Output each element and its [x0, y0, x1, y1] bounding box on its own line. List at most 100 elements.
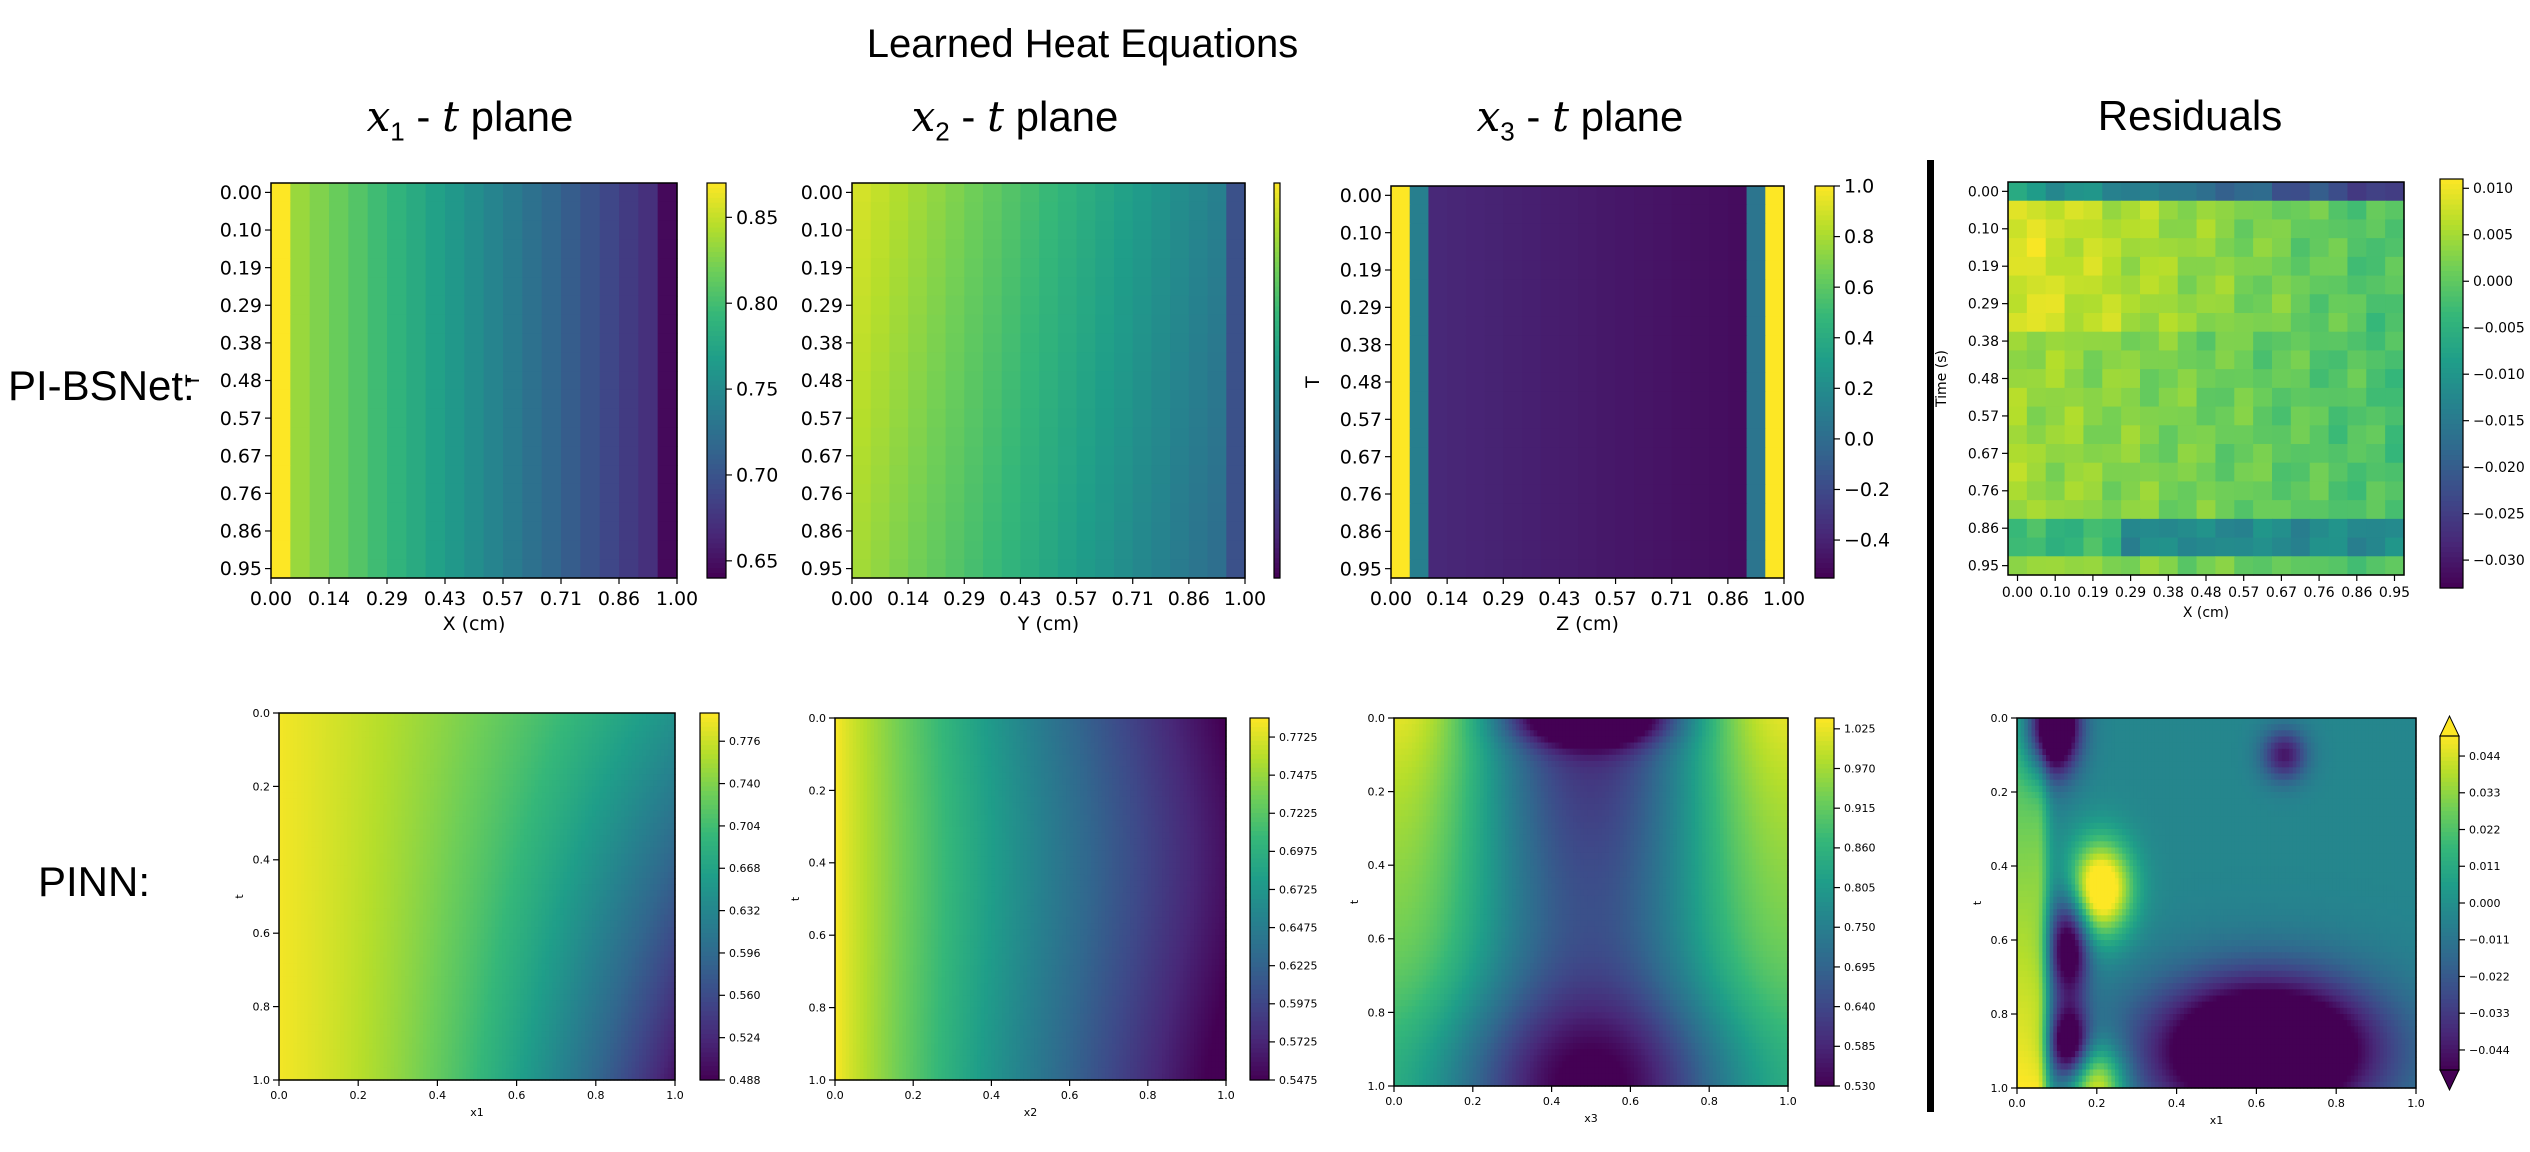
heatmap-cell	[520, 713, 524, 720]
heatmap-cell	[394, 756, 398, 763]
heatmap-cell	[1634, 317, 1653, 336]
colorbar-step	[707, 287, 726, 293]
heatmap-cell	[632, 768, 636, 775]
heatmap-cell	[513, 768, 517, 775]
heatmap-cell	[481, 750, 485, 757]
heatmap-cell	[488, 713, 492, 720]
heatmap-cell	[1077, 333, 1096, 352]
heatmap-cell	[2027, 481, 2046, 500]
heatmap-cell	[441, 823, 445, 830]
heatmap-cell	[610, 817, 614, 824]
heatmap-cell	[513, 713, 517, 720]
heatmap-cell	[632, 750, 636, 757]
heatmap-cell	[1170, 465, 1189, 484]
heatmap-cell	[344, 780, 348, 787]
heatmap-cell	[401, 780, 405, 787]
heatmap-cell	[509, 841, 513, 848]
heatmap-cell	[1765, 279, 1784, 298]
heatmap-cell	[290, 202, 310, 221]
heatmap-cell	[380, 750, 384, 757]
heatmap-cell	[574, 737, 578, 744]
colorbar-step	[2440, 327, 2463, 333]
heatmap-cell	[283, 799, 287, 806]
heatmap-cell	[373, 719, 377, 726]
heatmap-cell	[581, 805, 585, 812]
heatmap-cell	[315, 829, 319, 836]
heatmap-cell	[561, 559, 581, 578]
heatmap-cell	[1503, 335, 1522, 354]
heatmap-cell	[513, 854, 517, 861]
heatmap-cell	[290, 774, 294, 781]
heatmap-cell	[580, 277, 600, 296]
heatmap-cell	[481, 744, 485, 751]
heatmap-cell	[589, 823, 593, 830]
heatmap-cell	[365, 811, 369, 818]
heatmap-cell	[2272, 425, 2291, 444]
heatmap-cell	[553, 829, 557, 836]
heatmap-cell	[484, 484, 504, 503]
heatmap-cell	[1522, 186, 1541, 205]
heatmap-cell	[2329, 257, 2348, 276]
heatmap-cell	[2046, 519, 2065, 538]
heatmap-cell	[2347, 538, 2366, 557]
heatmap-cell	[610, 750, 614, 757]
heatmap-cell	[553, 768, 557, 775]
heatmap-cell	[946, 522, 965, 541]
heatmap-cell	[592, 799, 596, 806]
heatmap-cell	[517, 737, 521, 744]
heatmap-cell	[578, 737, 582, 744]
heatmap-cell	[946, 371, 965, 390]
heatmap-cell	[1447, 186, 1466, 205]
heatmap-cell	[1765, 205, 1784, 224]
heatmap-cell	[391, 799, 395, 806]
heatmap-cell	[506, 731, 510, 738]
heatmap-cell	[653, 744, 657, 751]
heatmap-cell	[617, 841, 621, 848]
heatmap-cell	[387, 731, 391, 738]
heatmap-cell	[448, 799, 452, 806]
heatmap-cell	[351, 817, 355, 824]
heatmap-cell	[2140, 313, 2159, 332]
heatmap-cell	[1653, 261, 1672, 280]
colorbar-step	[707, 430, 726, 436]
heatmap-cell	[376, 762, 380, 769]
heatmap-cell	[596, 780, 600, 787]
heatmap-cell	[426, 465, 446, 484]
heatmap-cell	[1522, 279, 1541, 298]
heatmap-cell	[2215, 538, 2234, 557]
heatmap-cell	[383, 817, 387, 824]
heatmap-cell	[290, 465, 310, 484]
heatmap-cell	[2121, 425, 2140, 444]
heatmap-cell	[286, 713, 290, 720]
heatmap-cell	[387, 371, 407, 390]
heatmap-cell	[337, 713, 341, 720]
heatmap-cell	[542, 823, 546, 830]
heatmap-cell	[650, 713, 654, 720]
heatmap-cell	[1020, 202, 1039, 221]
heatmap-cell	[290, 762, 294, 769]
heatmap-cell	[542, 202, 562, 221]
heatmap-cell	[2102, 369, 2121, 388]
heatmap-cell	[1709, 466, 1728, 485]
heatmap-cell	[344, 823, 348, 830]
heatmap-cell	[484, 762, 488, 769]
heatmap-cell	[522, 522, 542, 541]
heatmap-cell	[2310, 500, 2329, 519]
heatmap-cell	[653, 835, 657, 842]
heatmap-cell	[600, 390, 620, 409]
heatmap-cell	[520, 762, 524, 769]
heatmap-cell	[2366, 332, 2385, 351]
heatmap-cell	[369, 780, 373, 787]
x-tick-label: 0.29	[366, 588, 408, 610]
heatmap-cell	[322, 823, 326, 830]
heatmap-cell	[1503, 354, 1522, 373]
heatmap-cell	[470, 719, 474, 726]
heatmap-cell	[380, 786, 384, 793]
heatmap-cell	[638, 296, 658, 315]
heatmap-cell	[2253, 294, 2272, 313]
heatmap-cell	[600, 315, 620, 334]
heatmap-cell	[664, 829, 668, 836]
colorbar-step	[2440, 276, 2463, 282]
heatmap-cell	[621, 774, 625, 781]
heatmap-cell	[549, 737, 553, 744]
